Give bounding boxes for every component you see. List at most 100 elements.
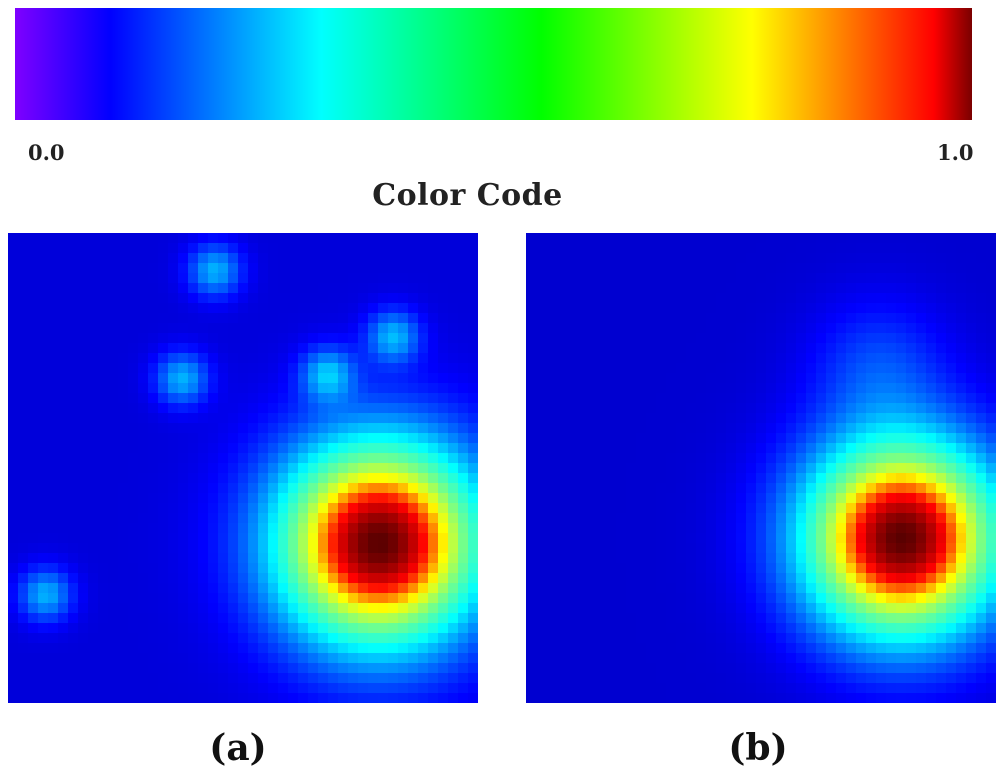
heatmap-cell xyxy=(148,633,159,644)
heatmap-cell xyxy=(896,383,907,394)
heatmap-cell xyxy=(258,273,269,284)
heatmap-cell xyxy=(358,563,369,574)
heatmap-cell xyxy=(188,453,199,464)
heatmap-cell xyxy=(238,343,249,354)
heatmap-cell xyxy=(58,403,69,414)
heatmap-cell xyxy=(596,373,607,384)
heatmap-cell xyxy=(716,653,727,664)
heatmap-cell xyxy=(826,643,837,654)
heatmap-cell xyxy=(368,623,379,634)
heatmap-cell xyxy=(726,243,737,254)
heatmap-cell xyxy=(976,633,987,644)
heatmap-cell xyxy=(98,263,109,274)
heatmap-cell xyxy=(536,463,547,474)
heatmap-cell xyxy=(746,603,757,614)
heatmap-cell xyxy=(408,523,419,534)
heatmap-cell xyxy=(626,283,637,294)
heatmap-cell xyxy=(626,333,637,344)
heatmap-cell xyxy=(796,613,807,624)
heatmap-cell xyxy=(976,443,987,454)
heatmap-cell xyxy=(298,553,309,564)
heatmap-cell xyxy=(596,563,607,574)
heatmap-cell xyxy=(378,533,389,544)
heatmap-cell xyxy=(388,403,399,414)
heatmap-cell xyxy=(696,423,707,434)
heatmap-cell xyxy=(428,403,439,414)
heatmap-cell xyxy=(986,413,996,424)
heatmap-cell xyxy=(646,653,657,664)
heatmap-cell xyxy=(318,463,329,474)
heatmap-cell xyxy=(88,233,99,244)
heatmap-cell xyxy=(776,443,787,454)
heatmap-cell xyxy=(148,573,159,584)
heatmap-cell xyxy=(736,343,747,354)
heatmap-cell xyxy=(448,293,459,304)
heatmap-cell xyxy=(716,483,727,494)
heatmap-cell xyxy=(78,433,89,444)
heatmap-cell xyxy=(756,473,767,484)
heatmap-cell xyxy=(946,693,957,703)
heatmap-cell xyxy=(438,413,449,424)
heatmap-cell xyxy=(108,433,119,444)
heatmap-cell xyxy=(338,433,349,444)
heatmap-cell xyxy=(348,323,359,334)
heatmap-cell xyxy=(756,633,767,644)
heatmap-cell xyxy=(358,683,369,694)
heatmap-cell xyxy=(576,513,587,524)
heatmap-cell xyxy=(288,293,299,304)
heatmap-cell xyxy=(238,563,249,574)
heatmap-cell xyxy=(716,473,727,484)
heatmap-cell xyxy=(886,243,897,254)
heatmap-cell xyxy=(138,503,149,514)
heatmap-cell xyxy=(108,263,119,274)
heatmap-cell xyxy=(218,453,229,464)
heatmap-cell xyxy=(398,693,409,703)
heatmap-cell xyxy=(956,313,967,324)
heatmap-cell xyxy=(936,463,947,474)
heatmap-cell xyxy=(138,383,149,394)
heatmap-cell xyxy=(118,233,129,244)
heatmap-cell xyxy=(966,523,977,534)
heatmap-cell xyxy=(298,513,309,524)
heatmap-cell xyxy=(468,443,478,454)
heatmap-cell xyxy=(298,453,309,464)
heatmap-cell xyxy=(118,333,129,344)
heatmap-cell xyxy=(448,323,459,334)
heatmap-cell xyxy=(368,303,379,314)
heatmap-cell xyxy=(138,513,149,524)
heatmap-cell xyxy=(308,403,319,414)
heatmap-cell xyxy=(218,253,229,264)
heatmap-cell xyxy=(526,583,537,594)
heatmap-cell xyxy=(408,363,419,374)
heatmap-cell xyxy=(706,483,717,494)
heatmap-cell xyxy=(566,233,577,244)
heatmap-cell xyxy=(98,393,109,404)
heatmap-cell xyxy=(28,353,39,364)
heatmap-cell xyxy=(448,423,459,434)
heatmap-cell xyxy=(48,563,59,574)
heatmap-cell xyxy=(128,633,139,644)
heatmap-cell xyxy=(836,383,847,394)
heatmap-cell xyxy=(846,423,857,434)
heatmap-cell xyxy=(218,313,229,324)
heatmap-cell xyxy=(288,643,299,654)
heatmap-cell xyxy=(418,383,429,394)
heatmap-cell xyxy=(746,433,757,444)
heatmap-cell xyxy=(636,273,647,284)
heatmap-cell xyxy=(586,353,597,364)
heatmap-cell xyxy=(626,623,637,634)
heatmap-cell xyxy=(716,243,727,254)
heatmap-cell xyxy=(158,373,169,384)
heatmap-cell xyxy=(786,553,797,564)
heatmap-cell xyxy=(596,233,607,244)
heatmap-cell xyxy=(38,543,49,554)
heatmap-cell xyxy=(806,593,817,604)
heatmap-cell xyxy=(348,533,359,544)
heatmap-cell xyxy=(696,383,707,394)
heatmap-cell xyxy=(428,583,439,594)
heatmap-cell xyxy=(946,343,957,354)
heatmap-cell xyxy=(716,403,727,414)
heatmap-cell xyxy=(148,363,159,374)
heatmap-cell xyxy=(796,683,807,694)
heatmap-cell xyxy=(8,623,19,634)
